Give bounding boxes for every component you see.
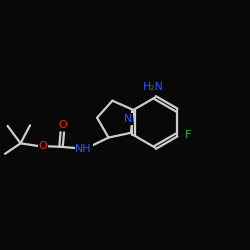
Text: O: O (58, 120, 67, 130)
Text: F: F (184, 130, 191, 140)
Text: O: O (39, 141, 47, 151)
Text: N: N (124, 114, 132, 124)
Text: NH: NH (75, 144, 92, 154)
Text: H₂N: H₂N (142, 82, 164, 92)
